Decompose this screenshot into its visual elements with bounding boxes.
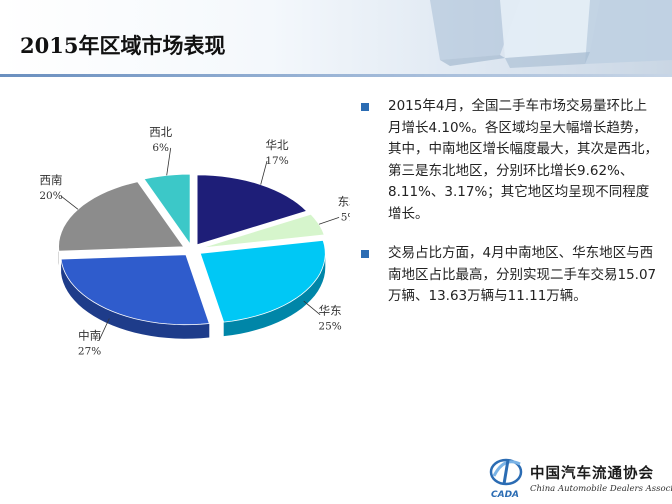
bullet-item: 交易占比方面，4月中南地区、华东地区与西南地区占比最高，分别实现二手车交易15.… — [358, 243, 658, 308]
leader-line-2 — [303, 300, 321, 316]
header-banner: 2015年区域市场表现 — [0, 0, 672, 76]
slice-value-label: 20% — [39, 190, 62, 202]
bullet-list: 2015年4月，全国二手车市场交易量环比上月增长4.10%。各区域均呈大幅增长趋… — [358, 96, 658, 326]
slice-value-label: 27% — [78, 345, 101, 357]
slice-name-label: 东北 — [338, 194, 350, 208]
pie-slice-2 — [199, 239, 326, 323]
pie-chart: 华北 17% 东北 5% 华东 25% 中南 27% 西南 20% 西北 6% — [39, 125, 350, 357]
association-logo: CADA 中国汽车流通协会 China Automobile Dealers A… — [486, 452, 672, 500]
slice-value-label: 25% — [318, 321, 341, 333]
bullet-marker — [361, 103, 369, 111]
leader-line-4 — [60, 195, 79, 210]
slice-name-label: 西南 — [40, 173, 63, 187]
leader-line-3 — [99, 318, 110, 340]
slice-name-label: 华北 — [266, 138, 289, 152]
decorative-cubes — [430, 0, 672, 68]
header-divider — [0, 74, 672, 77]
slice-name-label: 中南 — [78, 328, 101, 342]
slice-value-label: 6% — [152, 142, 169, 154]
bullet-text: 2015年4月，全国二手车市场交易量环比上月增长4.10%。各区域均呈大幅增长趋… — [388, 98, 658, 222]
bullet-text: 交易占比方面，4月中南地区、华东地区与西南地区占比最高，分别实现二手车交易15.… — [388, 245, 657, 304]
logo-name-cn: 中国汽车流通协会 — [530, 465, 654, 482]
slice-name-label: 华东 — [319, 304, 342, 318]
slice-side-2 — [223, 253, 326, 337]
logo-name-en: China Automobile Dealers Association — [530, 484, 672, 494]
pie-slice-1 — [201, 213, 325, 249]
pie-slice-3 — [60, 254, 210, 326]
leader-line-5 — [166, 147, 172, 176]
slice-name-label: 西北 — [149, 125, 172, 139]
cada-logo-icon: CADA — [489, 458, 523, 500]
slice-value-label: 5% — [341, 211, 350, 223]
logo-abbr: CADA — [491, 490, 519, 500]
bullet-item: 2015年4月，全国二手车市场交易量环比上月增长4.10%。各区域均呈大幅增长趋… — [358, 96, 658, 225]
leader-line-1 — [318, 217, 340, 225]
slice-side-3 — [61, 259, 210, 339]
leader-line-0 — [260, 160, 268, 185]
bullet-marker — [361, 250, 369, 258]
page-title: 2015年区域市场表现 — [20, 33, 226, 58]
slice-value-label: 17% — [265, 155, 288, 167]
